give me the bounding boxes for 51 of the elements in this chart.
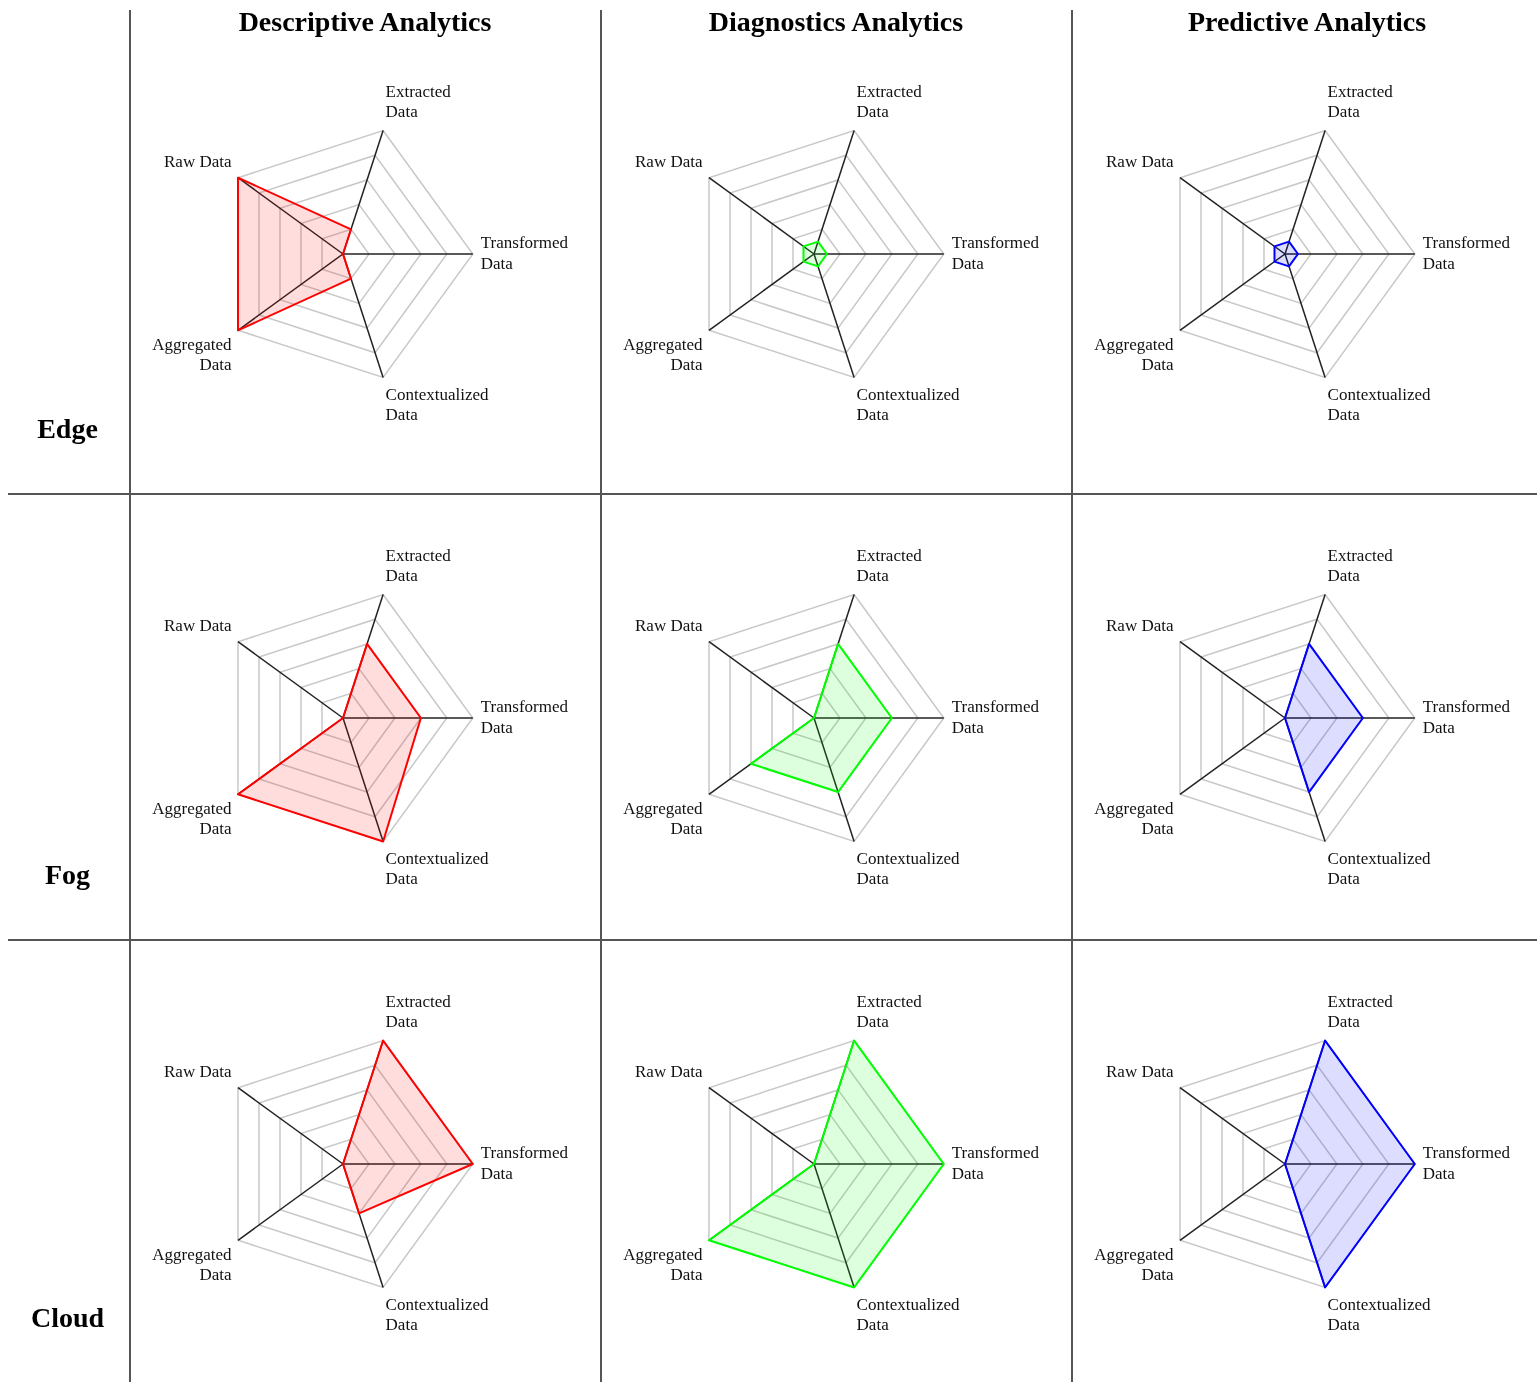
spoke-label: Transformed Data xyxy=(1422,697,1511,737)
spoke-label: Raw Data xyxy=(635,1062,703,1082)
spoke-label: Extracted Data xyxy=(385,545,452,586)
spoke-label: Aggregated Data xyxy=(152,798,232,839)
spoke-label: Extracted Data xyxy=(1327,81,1394,122)
spoke-label: Aggregated Data xyxy=(623,1244,703,1285)
spoke-label: Contextualized Data xyxy=(856,848,960,889)
spoke-label: Raw Data xyxy=(1106,1062,1174,1082)
text: Edge xyxy=(36,413,99,445)
spoke-label: Transformed Data xyxy=(1422,1143,1511,1183)
text: Cloud xyxy=(29,1302,106,1334)
spoke-label: Contextualized Data xyxy=(385,848,489,889)
spoke-label: Extracted Data xyxy=(1327,545,1394,586)
spoke-label: Extracted Data xyxy=(385,81,452,122)
chart-title: Descriptive Analytics xyxy=(237,6,493,38)
spoke-label: Extracted Data xyxy=(856,991,923,1032)
spoke-label: Raw Data xyxy=(164,1062,232,1082)
spoke-label: Transformed Data xyxy=(480,697,569,737)
spoke-label: Contextualized Data xyxy=(856,1294,960,1335)
spoke-label: Aggregated Data xyxy=(152,1244,232,1285)
spoke-label: Raw Data xyxy=(635,616,703,636)
spoke-label: Extracted Data xyxy=(1327,991,1394,1032)
spoke-label: Raw Data xyxy=(1106,616,1174,636)
spoke-label: Aggregated Data xyxy=(623,798,703,839)
spoke-label: Aggregated Data xyxy=(1094,798,1174,839)
spoke-label: Transformed Data xyxy=(480,1143,569,1183)
spoke-label: Raw Data xyxy=(164,616,232,636)
spoke-label: Aggregated Data xyxy=(152,334,232,375)
spoke-label: Transformed Data xyxy=(951,233,1040,273)
text: Fog xyxy=(43,859,92,891)
spoke-label: Contextualized Data xyxy=(385,384,489,425)
chart-title: Diagnostics Analytics xyxy=(707,6,965,38)
spoke-label: Transformed Data xyxy=(951,697,1040,737)
spoke-label: Contextualized Data xyxy=(385,1294,489,1335)
spoke-label: Raw Data xyxy=(635,152,703,172)
spoke-label: Aggregated Data xyxy=(1094,1244,1174,1285)
spoke-label: Aggregated Data xyxy=(1094,334,1174,375)
spoke-label: Raw Data xyxy=(1106,152,1174,172)
spoke-label: Contextualized Data xyxy=(1327,848,1431,889)
chart-title: Predictive Analytics xyxy=(1186,6,1428,38)
spoke-label: Raw Data xyxy=(164,152,232,172)
spoke-label: Extracted Data xyxy=(856,545,923,586)
spoke-label: Contextualized Data xyxy=(1327,384,1431,425)
spoke-label: Extracted Data xyxy=(385,991,452,1032)
spoke-label: Transformed Data xyxy=(951,1143,1040,1183)
spoke-label: Contextualized Data xyxy=(856,384,960,425)
spoke-label: Transformed Data xyxy=(1422,233,1511,273)
spoke-label: Extracted Data xyxy=(856,81,923,122)
spoke-label: Transformed Data xyxy=(480,233,569,273)
spoke-label: Contextualized Data xyxy=(1327,1294,1431,1335)
spoke-label: Aggregated Data xyxy=(623,334,703,375)
